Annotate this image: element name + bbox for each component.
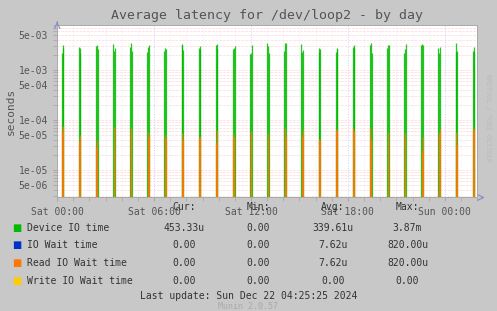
Text: Avg:: Avg: — [321, 202, 345, 212]
Text: 0.00: 0.00 — [247, 258, 270, 268]
Text: 0.00: 0.00 — [172, 276, 196, 286]
Text: 0.00: 0.00 — [396, 276, 419, 286]
Text: ■: ■ — [12, 276, 22, 286]
Text: Device IO time: Device IO time — [27, 223, 109, 233]
Text: Last update: Sun Dec 22 04:25:25 2024: Last update: Sun Dec 22 04:25:25 2024 — [140, 290, 357, 300]
Text: 7.62u: 7.62u — [318, 240, 348, 250]
Text: 820.00u: 820.00u — [387, 240, 428, 250]
Text: 0.00: 0.00 — [321, 276, 345, 286]
Text: Write IO Wait time: Write IO Wait time — [27, 276, 133, 286]
Text: RRDTOOL / TOBI OETIKER: RRDTOOL / TOBI OETIKER — [485, 74, 491, 162]
Text: 820.00u: 820.00u — [387, 258, 428, 268]
Text: IO Wait time: IO Wait time — [27, 240, 98, 250]
Text: 453.33u: 453.33u — [164, 223, 204, 233]
Text: Read IO Wait time: Read IO Wait time — [27, 258, 127, 268]
Text: ■: ■ — [12, 223, 22, 233]
Text: Min:: Min: — [247, 202, 270, 212]
Text: 0.00: 0.00 — [247, 276, 270, 286]
Text: 0.00: 0.00 — [247, 240, 270, 250]
Text: 7.62u: 7.62u — [318, 258, 348, 268]
Text: Cur:: Cur: — [172, 202, 196, 212]
Y-axis label: seconds: seconds — [6, 88, 16, 135]
Title: Average latency for /dev/loop2 - by day: Average latency for /dev/loop2 - by day — [111, 9, 423, 22]
Text: 3.87m: 3.87m — [393, 223, 422, 233]
Text: 0.00: 0.00 — [172, 240, 196, 250]
Text: Max:: Max: — [396, 202, 419, 212]
Text: Munin 2.0.57: Munin 2.0.57 — [219, 302, 278, 311]
Text: 0.00: 0.00 — [247, 223, 270, 233]
Text: 339.61u: 339.61u — [313, 223, 353, 233]
Text: ■: ■ — [12, 240, 22, 250]
Text: ■: ■ — [12, 258, 22, 268]
Text: 0.00: 0.00 — [172, 258, 196, 268]
